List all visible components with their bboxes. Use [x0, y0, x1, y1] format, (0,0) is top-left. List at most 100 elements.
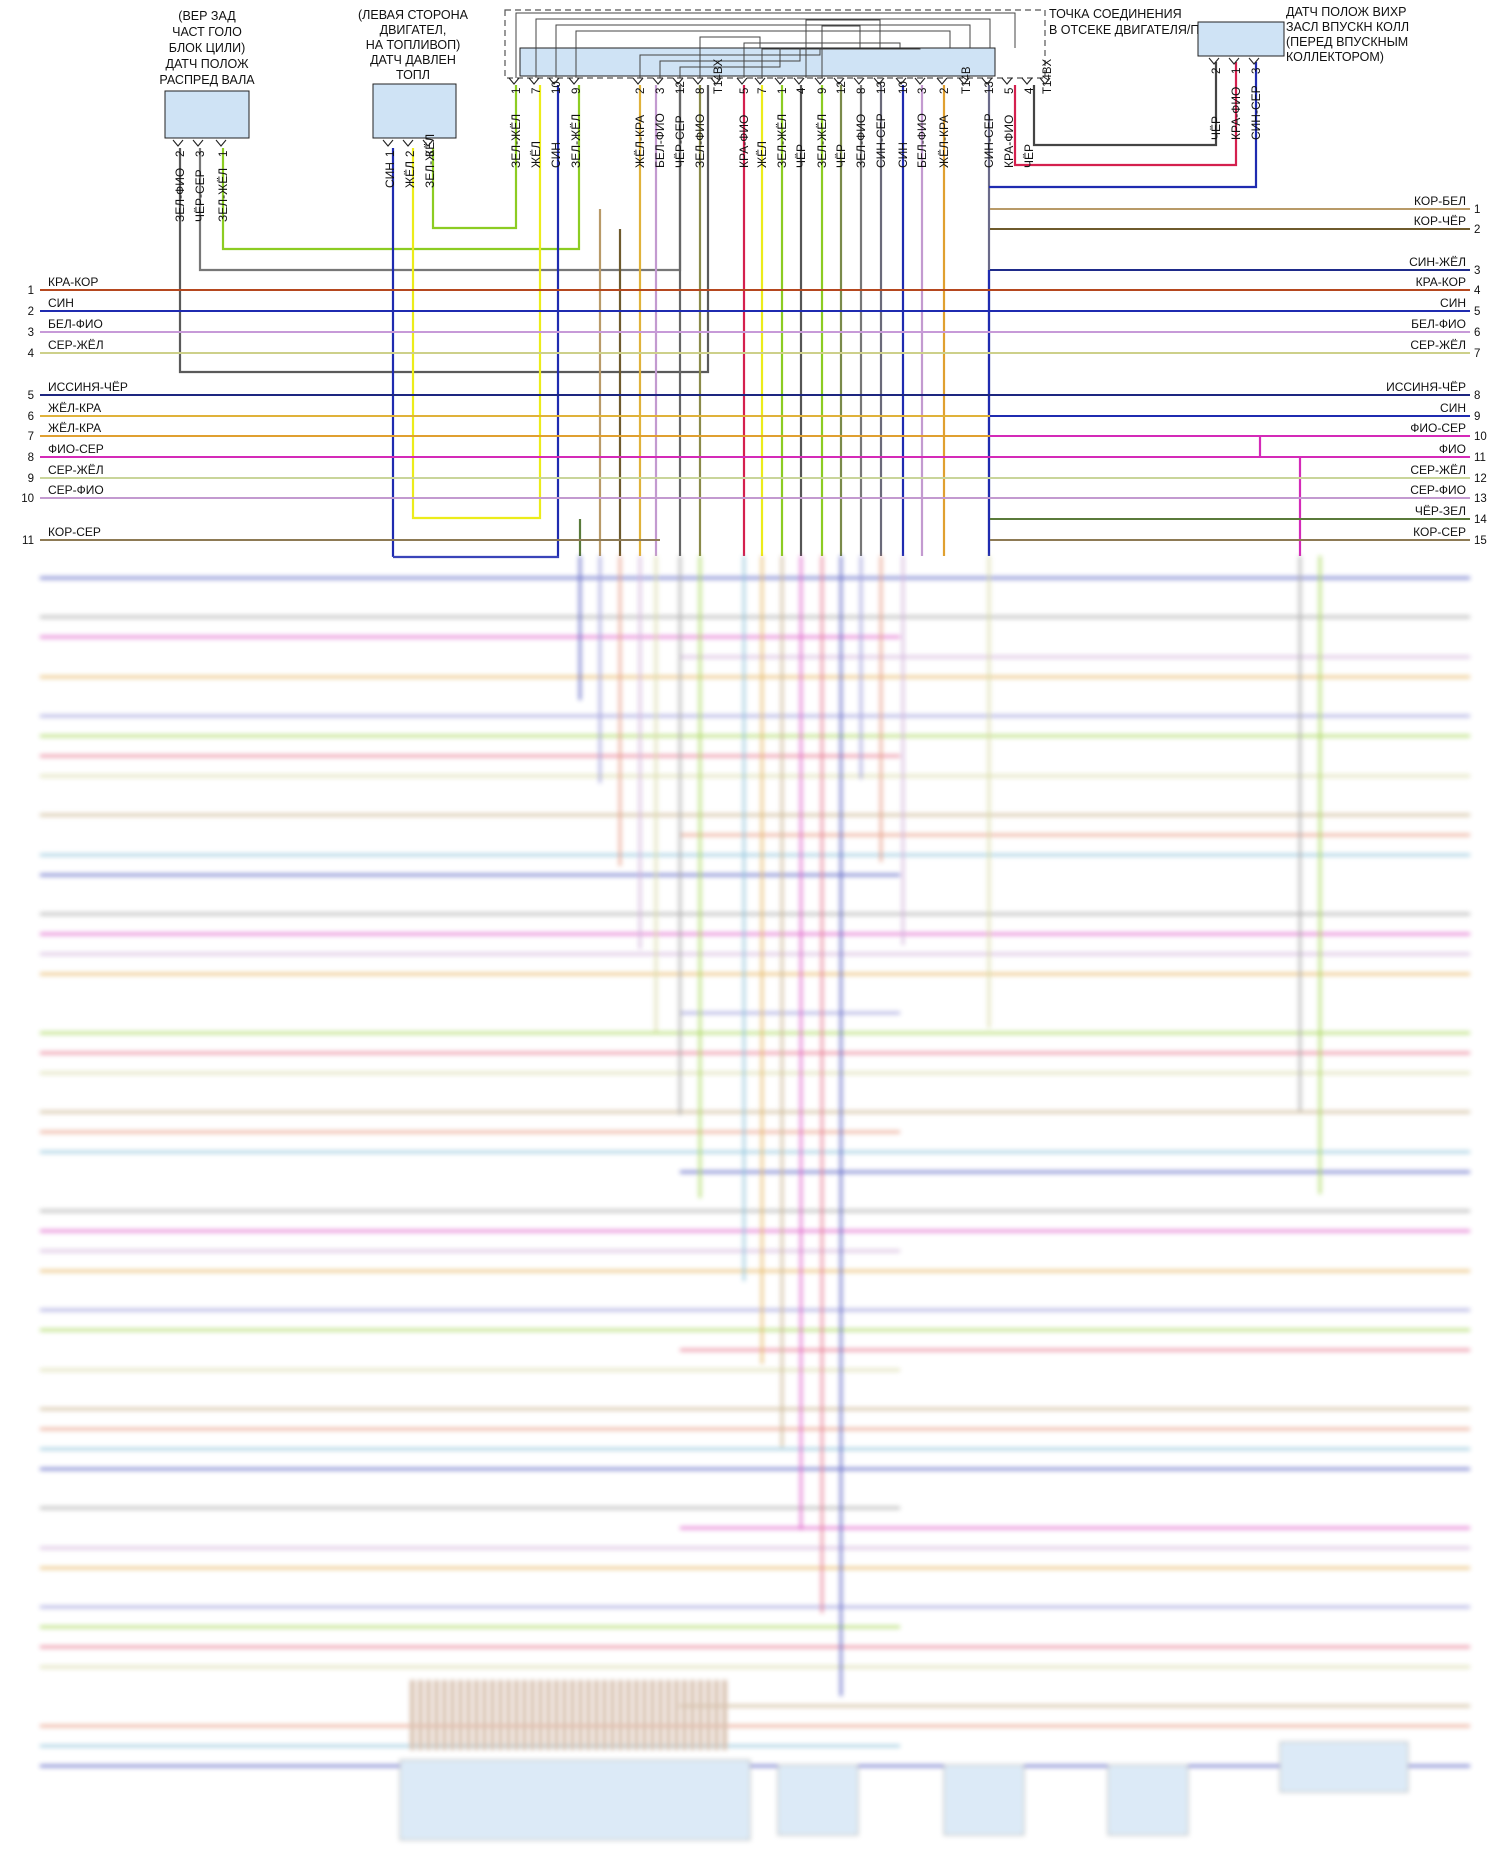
junction-internal-link — [659, 48, 801, 78]
right-bus-number: 1 — [1474, 204, 1480, 216]
junction-pin-wire-label: ЧЁР — [794, 144, 808, 168]
cam-sensor-title-2: ЧАСТ ГОЛО — [172, 25, 242, 39]
fuel-pin-wire-label: ЗЕЛ-ЖЁЛ — [423, 134, 437, 188]
junction-pin-wire-label: ЗЕЛ-ЖЁЛ — [509, 114, 523, 168]
junction-pin-wire-label: ЗЕЛ-ЖЁЛ — [775, 114, 789, 168]
blurred-connector-pin — [674, 1680, 679, 1750]
junction-pin-wire-label: БЕЛ-ФИО — [915, 113, 929, 168]
fuel-pin-wire-label: СИН — [383, 162, 397, 188]
junction-pin-number: 2 — [635, 88, 647, 94]
right-bus-number: 4 — [1474, 285, 1481, 297]
fuel-pin-number: 2 — [405, 151, 417, 157]
junction-pin-number: 4 — [796, 87, 808, 94]
junction-internal-link — [761, 48, 921, 78]
swirl-pin-connector — [1208, 57, 1220, 65]
swirl-pin-connector — [1248, 57, 1260, 65]
left-bus-label: ИССИНЯ-ЧЁР — [48, 380, 128, 394]
right-bus-number: 7 — [1474, 348, 1480, 360]
fuel-pin-connector — [422, 139, 434, 147]
cam-position-sensor: (ВЕР ЗАД ЧАСТ ГОЛО БЛОК ЦИЛИ) ДАТЧ ПОЛОЖ… — [159, 9, 255, 139]
junction-pin-number: 2 — [939, 88, 951, 94]
junction-pin-connector — [793, 77, 805, 85]
fuel-pin-connector — [402, 139, 414, 147]
cam-pin-wire-label: ЗЕЛ-ЖЁЛ — [216, 168, 230, 222]
swirl-sensor-title-1: ДАТЧ ПОЛОЖ ВИХР — [1286, 5, 1407, 19]
junction-pin-wire-label: ЖЁЛ — [529, 141, 543, 168]
wire-cam-pin1 — [221, 85, 581, 251]
right-bus-number: 2 — [1474, 224, 1480, 236]
right-bus-number: 8 — [1474, 390, 1480, 402]
junction-pin-wire-label: ЖЁЛ-КРА — [633, 115, 647, 168]
swirl-sensor-box — [1197, 21, 1285, 57]
junction-pin-number: 1 — [777, 88, 789, 94]
blurred-connector-pin — [626, 1680, 631, 1750]
cam-sensor-box — [164, 90, 250, 139]
junction-title-1: ТОЧКА СОЕДИНЕНИЯ — [1049, 7, 1182, 21]
cam-sensor-title-5: РАСПРЕД ВАЛА — [159, 73, 255, 87]
swirl-sensor-title-3: (ПЕРЕД ВПУСКНЫМ — [1286, 35, 1408, 49]
junction-pin-wire-label: ЗЕЛ-ФИО — [854, 114, 868, 168]
junction-pin-number: 1 — [511, 88, 523, 94]
junction-box — [519, 47, 996, 77]
blurred-connector-pin — [426, 1680, 431, 1750]
junction-pin-connector — [692, 77, 704, 85]
cam-pin-number: 2 — [175, 151, 187, 157]
junction-pin-connector — [632, 77, 644, 85]
blurred-connector-pin — [450, 1680, 455, 1750]
blurred-connector-pin — [570, 1680, 575, 1750]
left-bus-number: 6 — [28, 411, 34, 423]
blurred-connector-pin — [650, 1680, 655, 1750]
blurred-connector-pin — [610, 1680, 615, 1750]
blurred-connector-pin — [586, 1680, 591, 1750]
junction-pin-wire-label: ЗЕЛ-ЖЁЛ — [815, 114, 829, 168]
junction-pin-connector — [814, 77, 826, 85]
right-bus-label: СЕР-ФИО — [1410, 483, 1466, 497]
fuel-pin-connector — [382, 139, 394, 147]
cam-sensor-title-3: БЛОК ЦИЛИ) — [169, 41, 245, 55]
blurred-connector-pin — [410, 1680, 415, 1750]
blurred-sensor-box-2 — [943, 1764, 1025, 1836]
blurred-connector-pin — [602, 1680, 607, 1750]
junction-pin-connector — [958, 77, 970, 85]
right-bus-label: ЧЁР-ЗЕЛ — [1415, 504, 1466, 518]
junction-pin-wire-label: ЧЁР — [834, 144, 848, 168]
blurred-connector-pin — [658, 1680, 663, 1750]
junction-internal-link — [515, 12, 1016, 78]
blurred-connector-pin — [722, 1680, 727, 1750]
cam-pin-connector — [172, 139, 184, 147]
junction-pin-number: 4 — [1024, 87, 1036, 94]
blurred-connector-pin — [706, 1680, 711, 1750]
junction-pin-number: 5 — [739, 88, 751, 94]
junction-pin-connector — [736, 77, 748, 85]
left-bus-label: ЖЁЛ-КРА — [48, 421, 101, 435]
swirl-pin-wire-label: СИН-СЕР — [1249, 85, 1263, 140]
right-bus-label: КОР-БЕЛ — [1414, 194, 1466, 208]
fuel-pin-number: 3 — [425, 151, 437, 157]
junction-pin-wire-label: ЖЁЛ — [755, 141, 769, 168]
left-bus-number: 1 — [28, 285, 34, 297]
left-bus-label: БЕЛ-ФИО — [48, 317, 103, 331]
blurred-connector-pin — [578, 1680, 583, 1750]
junction-internal-link — [679, 48, 781, 78]
blurred-connector-pin — [506, 1680, 511, 1750]
junction-pin-connector — [548, 77, 560, 85]
junction-pin-wire-label: КРА-ФИО — [1002, 115, 1016, 168]
junction-pin-wire-label: СИН-СЕР — [874, 113, 888, 168]
junction-pin-connector — [853, 77, 865, 85]
cam-pin-wire-label: ЗЕЛ-ФИО — [173, 168, 187, 222]
junction-internal-link — [821, 25, 861, 78]
junction-pin-number: 7 — [757, 88, 769, 94]
right-bus-number: 13 — [1474, 493, 1487, 505]
junction-pin-wire-label: БЕЛ-ФИО — [653, 113, 667, 168]
swirl-pin-connector — [1228, 57, 1240, 65]
cam-sensor-title-1: (ВЕР ЗАД — [178, 9, 236, 23]
junction-pin-number: 3 — [917, 88, 929, 94]
right-bus-number: 6 — [1474, 327, 1480, 339]
wire-cam-pin2 — [178, 85, 710, 374]
blurred-connector-pin — [514, 1680, 519, 1750]
swirl-sensor-title-4: КОЛЛЕКТОРОМ) — [1286, 50, 1384, 64]
swirl-sensor-title-2: ЗАСЛ ВПУСКН КОЛЛ — [1286, 20, 1409, 34]
blurred-connector-pin — [466, 1680, 471, 1750]
junction-pin-number: 9 — [571, 88, 583, 94]
junction-pin-wire-label: ЗЕЛ-ЖЁЛ — [569, 114, 583, 168]
